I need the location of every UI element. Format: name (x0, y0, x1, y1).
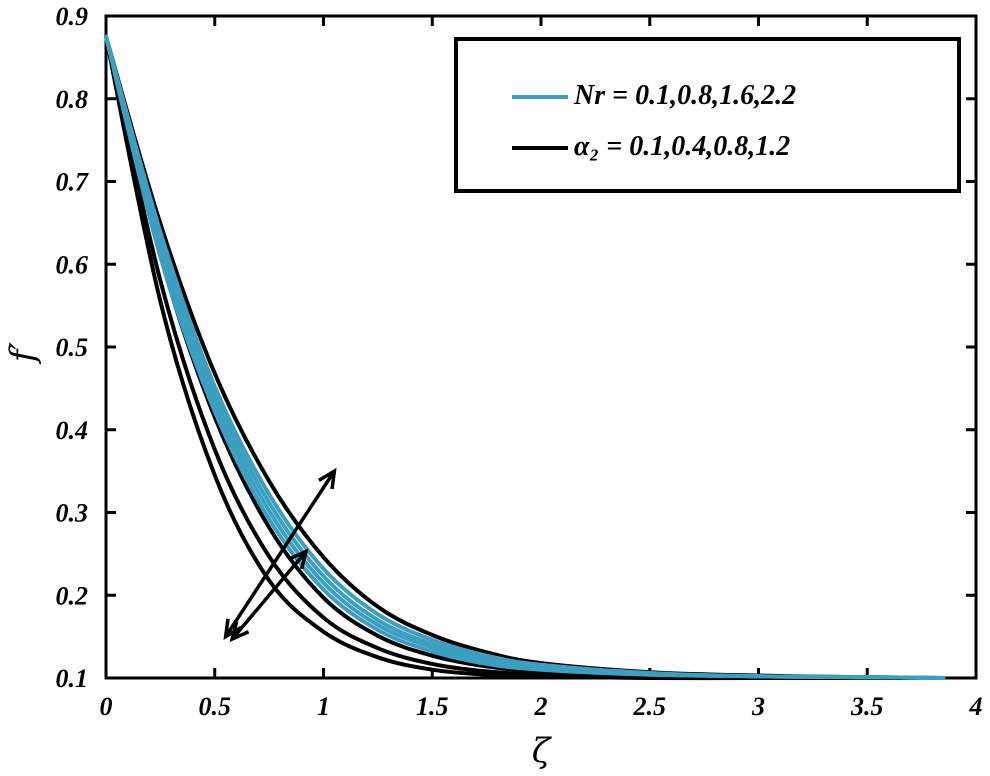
legend-label-nr: Nr = 0.1,0.8,1.6,2.2 (573, 80, 796, 111)
y-tick-label: 0.7 (56, 168, 90, 197)
annotation-arrows (223, 467, 337, 643)
legend: Nr = 0.1,0.8,1.6,2.2 α₂ = 0.1,0.4,0.8,1.… (454, 37, 961, 193)
nr-curve-4 (104, 34, 946, 680)
y-tick-label: 0.6 (56, 250, 89, 279)
x-tick-label: 1.5 (416, 692, 449, 721)
y-tick-label: 0.8 (56, 85, 89, 114)
x-tick-label: 3 (751, 692, 765, 721)
arrow-head-end-2 (288, 548, 309, 570)
arrow-shaft-2 (230, 550, 308, 641)
arrow-shaft-1 (224, 470, 336, 638)
x-tick-label: 0 (100, 692, 113, 721)
arrow-head-start-2 (229, 621, 250, 643)
y-tick-label: 0.3 (56, 499, 89, 528)
legend-box (454, 37, 961, 193)
x-tick-label: 2 (534, 692, 548, 721)
y-tick-label: 0.5 (56, 333, 89, 362)
arrow-head-end-1 (318, 467, 337, 490)
legend-label-alpha: α₂ = 0.1,0.4,0.8,1.2 (574, 131, 790, 162)
x-axis-title: ζ (532, 731, 553, 771)
x-tick-label: 3.5 (850, 692, 884, 721)
y-tick-label: 0.2 (56, 581, 89, 610)
y-tick-label: 0.9 (56, 2, 89, 31)
x-tick-label: 2.5 (633, 692, 667, 721)
y-tick-label: 0.4 (56, 416, 89, 445)
x-tick-label: 4 (969, 692, 983, 721)
y-axis-title: f′ (3, 342, 43, 366)
y-tick-label: 0.1 (56, 664, 89, 693)
data-curves (104, 34, 946, 681)
x-tick-label: 0.5 (199, 692, 232, 721)
x-tick-label: 1 (317, 692, 330, 721)
